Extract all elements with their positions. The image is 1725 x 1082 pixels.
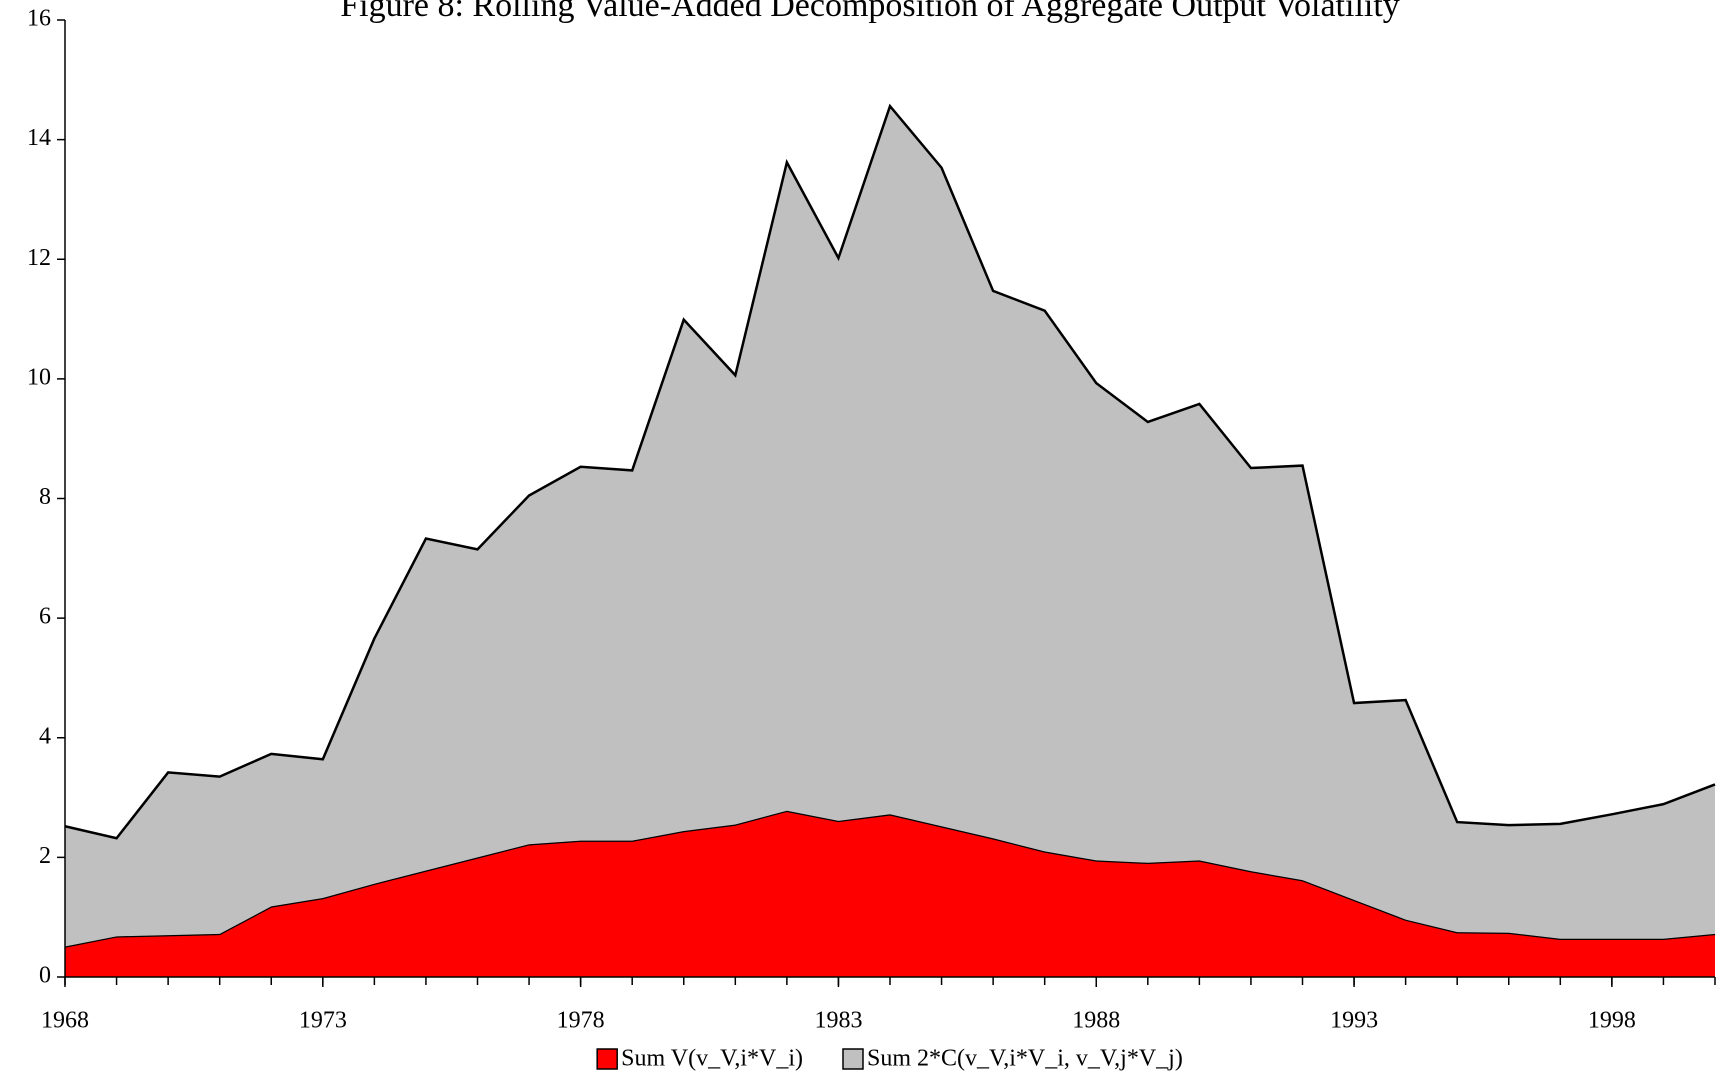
y-tick-label: 14	[27, 125, 51, 151]
legend-label: Sum 2*C(v_V,i*V_i, v_V,j*V_j)	[867, 1046, 1183, 1072]
y-tick-label: 10	[27, 364, 51, 390]
area	[65, 810, 1715, 977]
y-tick-label: 8	[39, 484, 51, 510]
area	[65, 106, 1715, 947]
y-tick-label: 2	[39, 843, 51, 869]
x-tick-label: 1973	[299, 1008, 347, 1034]
legend-swatch	[842, 1048, 864, 1070]
y-tick-label: 6	[39, 604, 51, 630]
x-tick-label: 1993	[1330, 1008, 1378, 1034]
x-tick-label: 1968	[41, 1008, 89, 1034]
y-tick-label: 16	[27, 6, 51, 32]
legend: Sum V(v_V,i*V_i) Sum 2*C(v_V,i*V_i, v_V,j…	[596, 1046, 1183, 1072]
x-tick-label: 1983	[814, 1008, 862, 1034]
legend-label: Sum V(v_V,i*V_i)	[621, 1046, 803, 1072]
chart-title: Figure 8: Rolling Value-Added Decomposit…	[340, 0, 1400, 24]
x-tick-label: 1998	[1588, 1008, 1636, 1034]
x-tick-label: 1988	[1072, 1008, 1120, 1034]
area-outline	[64, 103, 1716, 840]
legend-swatch	[596, 1048, 618, 1070]
y-tick-label: 4	[39, 723, 51, 749]
y-tick-label: 0	[39, 963, 51, 989]
y-tick-label: 12	[27, 245, 51, 271]
x-tick-label: 1978	[557, 1008, 605, 1034]
